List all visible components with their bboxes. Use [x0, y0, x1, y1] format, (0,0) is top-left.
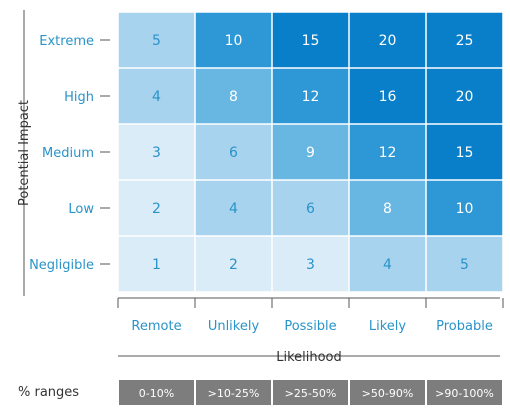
cell-value-label: 10 — [456, 201, 474, 217]
range-label: >90-100% — [435, 387, 494, 400]
y-tick-label: Negligible — [29, 258, 94, 273]
y-tick-label: Low — [68, 202, 94, 217]
heatmap-cell — [195, 12, 272, 68]
heatmap-cell — [426, 68, 503, 124]
cell-value-label: 16 — [379, 89, 397, 105]
cell-value-label: 4 — [383, 257, 392, 273]
heatmap-cell — [349, 124, 426, 180]
y-axis-tick-labels: Extreme High Medium Low Negligible — [29, 34, 110, 273]
heatmap-cell — [118, 124, 195, 180]
range-box — [119, 380, 194, 405]
x-tick-label: Likely — [369, 319, 407, 334]
cell-value-label: 9 — [306, 145, 315, 161]
x-tick-label: Probable — [436, 319, 493, 334]
cell-value-label: 20 — [379, 33, 397, 49]
heatmap-cell — [195, 180, 272, 236]
heatmap-cell — [195, 236, 272, 292]
cell-value-label: 3 — [306, 257, 315, 273]
cell-value-label: 12 — [379, 145, 397, 161]
cell-value-label: 1 — [152, 257, 161, 273]
heatmap-cell — [118, 180, 195, 236]
x-tick-label: Remote — [131, 319, 181, 334]
heatmap-cell — [426, 180, 503, 236]
range-label: 0-10% — [139, 387, 174, 400]
range-box — [350, 380, 425, 405]
percent-ranges: 0-10% >10-25% >25-50% >50-90% >90-100% — [119, 380, 502, 405]
heatmap-cell — [195, 124, 272, 180]
cell-value-label: 20 — [456, 89, 474, 105]
range-label: >10-25% — [208, 387, 260, 400]
heatmap-cell — [426, 124, 503, 180]
heatmap-cell — [426, 236, 503, 292]
cell-value-label: 3 — [152, 145, 161, 161]
cell-value-label: 6 — [306, 201, 315, 217]
range-label: >25-50% — [285, 387, 337, 400]
heatmap-cell — [272, 68, 349, 124]
cell-value-label: 4 — [229, 201, 238, 217]
cell-value-label: 12 — [302, 89, 320, 105]
heatmap-cell — [272, 180, 349, 236]
range-box — [196, 380, 271, 405]
heatmap-cell — [118, 68, 195, 124]
y-tick-label: Medium — [42, 146, 94, 161]
heatmap-cell — [426, 12, 503, 68]
cell-value-label: 15 — [456, 145, 474, 161]
cell-value-label: 4 — [152, 89, 161, 105]
x-axis-title: Likelihood — [276, 350, 342, 365]
cell-value-label: 15 — [302, 33, 320, 49]
cell-value-label: 10 — [225, 33, 243, 49]
cell-value-label: 2 — [152, 201, 161, 217]
heatmap-cell — [118, 236, 195, 292]
heatmap-cell — [272, 124, 349, 180]
x-tick-label: Unlikely — [208, 319, 260, 334]
x-axis-tick-labels: Remote Unlikely Possible Likely Probable — [117, 297, 504, 334]
x-tick-label: Possible — [284, 319, 336, 334]
heatmap-cell — [349, 180, 426, 236]
heatmap-cell — [195, 68, 272, 124]
y-tick-label: Extreme — [39, 34, 94, 49]
heatmap-cell — [272, 236, 349, 292]
range-box — [427, 380, 502, 405]
ranges-title: % ranges — [18, 385, 79, 400]
y-tick-label: High — [64, 90, 94, 105]
heatmap-cells: 5 10 15 20 254 8 12 16 203 6 9 12 152 4 6 8 101 2 3 4 5 — [118, 12, 503, 292]
heatmap-cell — [349, 12, 426, 68]
cell-value-label: 8 — [383, 201, 392, 217]
heatmap-cell — [349, 68, 426, 124]
heatmap-cell — [349, 236, 426, 292]
cell-value-label: 8 — [229, 89, 238, 105]
cell-value-label: 25 — [456, 33, 474, 49]
heatmap-cell — [118, 12, 195, 68]
range-label: >50-90% — [362, 387, 414, 400]
cell-value-label: 6 — [229, 145, 238, 161]
cell-value-label: 2 — [229, 257, 238, 273]
y-axis-title: Potential Impact — [17, 100, 32, 206]
cell-value-label: 5 — [152, 33, 161, 49]
heatmap-cell — [272, 12, 349, 68]
range-box — [273, 380, 348, 405]
cell-value-label: 5 — [460, 257, 469, 273]
